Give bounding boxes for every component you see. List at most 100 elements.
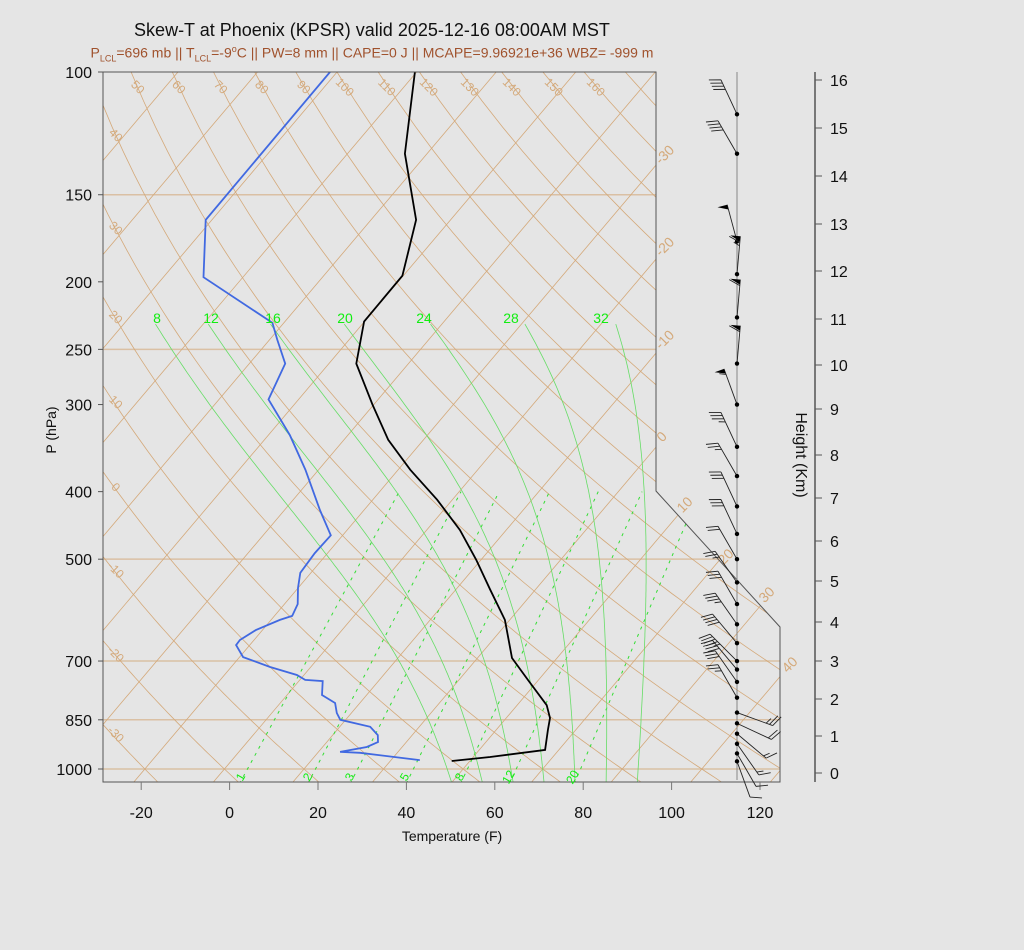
barb-staff [736,743,760,776]
plcl-sub: LCL [99,53,117,64]
wind-level-dot [734,473,740,479]
barb-full [705,664,719,667]
barb-full [705,570,719,573]
isotherm-line [103,72,338,782]
barb-full [707,445,720,448]
dry-adiabat-line [103,72,564,782]
barb-staff [736,733,767,759]
dry-adiabat-line [460,72,780,782]
height-tick-label: 16 [830,73,848,90]
barb-full [767,729,778,739]
wind-barb [708,499,740,537]
isotherm-label: 20 [714,545,736,567]
barb-staff [736,236,741,275]
barb-full [705,619,718,624]
barb-staff [720,471,738,507]
barb-full [700,640,713,645]
dry-adiabat-line [625,72,780,782]
wind-level-dot [734,695,740,700]
mixing-ratio-line [307,491,462,782]
barb-staff [720,79,738,115]
barb-full [772,716,782,726]
wind-barb [734,759,763,799]
barb-full [705,553,718,557]
tlcl-value: =-9 [211,44,232,61]
barb-full [707,621,720,626]
wind-level-dot [734,721,740,726]
barb-full [709,576,722,579]
barb-staff [717,526,738,560]
mixing-ratio-label: 12 [499,767,518,786]
wind-level-dot [734,444,740,450]
wind-barb [705,525,740,562]
wind-barb [734,721,781,740]
x-tick-label: 20 [309,805,327,822]
wind-barb [734,731,778,759]
height-tick-label: 1 [830,729,839,746]
barb-full [729,279,741,286]
grid-labels: 50 60 70 80 90 100 110 120 130 140 150 160403020100… [105,75,801,786]
height-tick-label: 14 [830,169,848,186]
dry-adiabat-label: 120 [417,75,441,99]
dry-adiabat-line [748,72,780,782]
dry-adiabat-line [103,72,322,782]
isotherm-label: 30 [755,583,777,605]
dry-adiabat-label: 40 [106,125,126,145]
wind-barb [714,368,740,407]
chart-title: Skew-T at Phoenix (KPSR) valid 2025-12-1… [134,20,610,40]
height-tick-label: 3 [830,654,839,671]
profiles [202,72,551,762]
isotherm-line [103,72,656,782]
moist-adiabat-line [430,323,576,782]
plcl-value: =696 mb || [116,44,187,61]
x-tick-label: 40 [398,805,416,822]
dry-adiabat-label: -30 [105,723,127,745]
mixing-ratio-label: 3 [342,770,358,783]
dry-adiabat-line [254,72,780,782]
barb-full [703,642,715,647]
moist-adiabat-line [615,323,647,782]
y-tick-label: 150 [65,188,92,205]
isotherm-line [848,72,1024,784]
barb-half [714,601,722,604]
moist-adiabat-line [524,323,608,782]
wind-level-dot [734,641,740,646]
wind-level-dot [734,658,740,664]
isotherm-line [103,72,577,782]
wind-barb [708,411,740,450]
barb-staff [726,204,738,242]
moist-adiabat-label: 8 [153,310,161,326]
barb-staff [712,640,738,670]
barb-staff [723,368,738,405]
moist-adiabat-line [343,323,545,782]
y-tick-label: 200 [65,275,92,292]
wind-level-dot [734,601,740,607]
wind-barb [703,550,740,585]
moist-adiabat-label: 12 [203,310,219,326]
barb-half [719,373,727,375]
dry-adiabat-line [501,72,780,782]
wind-level-dot [734,151,740,156]
height-tick-label: 6 [830,534,839,551]
isotherm-line [132,72,736,782]
wind-barb [703,650,740,685]
barb-pennant [730,324,741,331]
mixing-ratio-label: 8 [452,770,468,783]
moist-adiabat-label: 24 [416,310,432,326]
height-tick-label: 8 [830,448,839,465]
degree-sup: o [231,44,237,54]
moist-adiabat-line [207,323,484,782]
barb-full [707,656,720,660]
x-tick-label: 100 [658,805,685,822]
barb-full [707,667,720,670]
dry-adiabat-line [542,72,780,782]
plot-frame [102,71,781,783]
x-tick-label: -20 [130,805,153,822]
tlcl-symbol: T [186,44,195,61]
barb-full [771,731,781,740]
isotherm-line [103,72,417,782]
barb-full [707,573,720,576]
height-axis-title: Height (Km) [792,412,809,497]
barb-staff [736,761,751,798]
barb-staff [717,120,738,154]
